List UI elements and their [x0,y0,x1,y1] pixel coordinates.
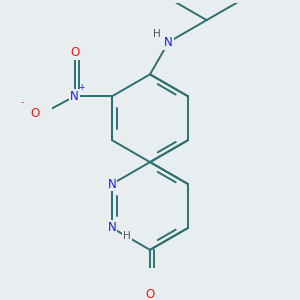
Text: H: H [123,231,131,241]
Text: N: N [108,221,116,234]
Text: O: O [30,107,40,120]
Text: N: N [164,36,173,49]
Text: -: - [21,98,24,107]
Text: N: N [70,90,79,103]
Text: O: O [70,46,79,59]
Text: N: N [108,178,116,190]
Text: +: + [79,82,85,91]
Text: O: O [146,288,154,300]
Text: H: H [153,29,161,39]
